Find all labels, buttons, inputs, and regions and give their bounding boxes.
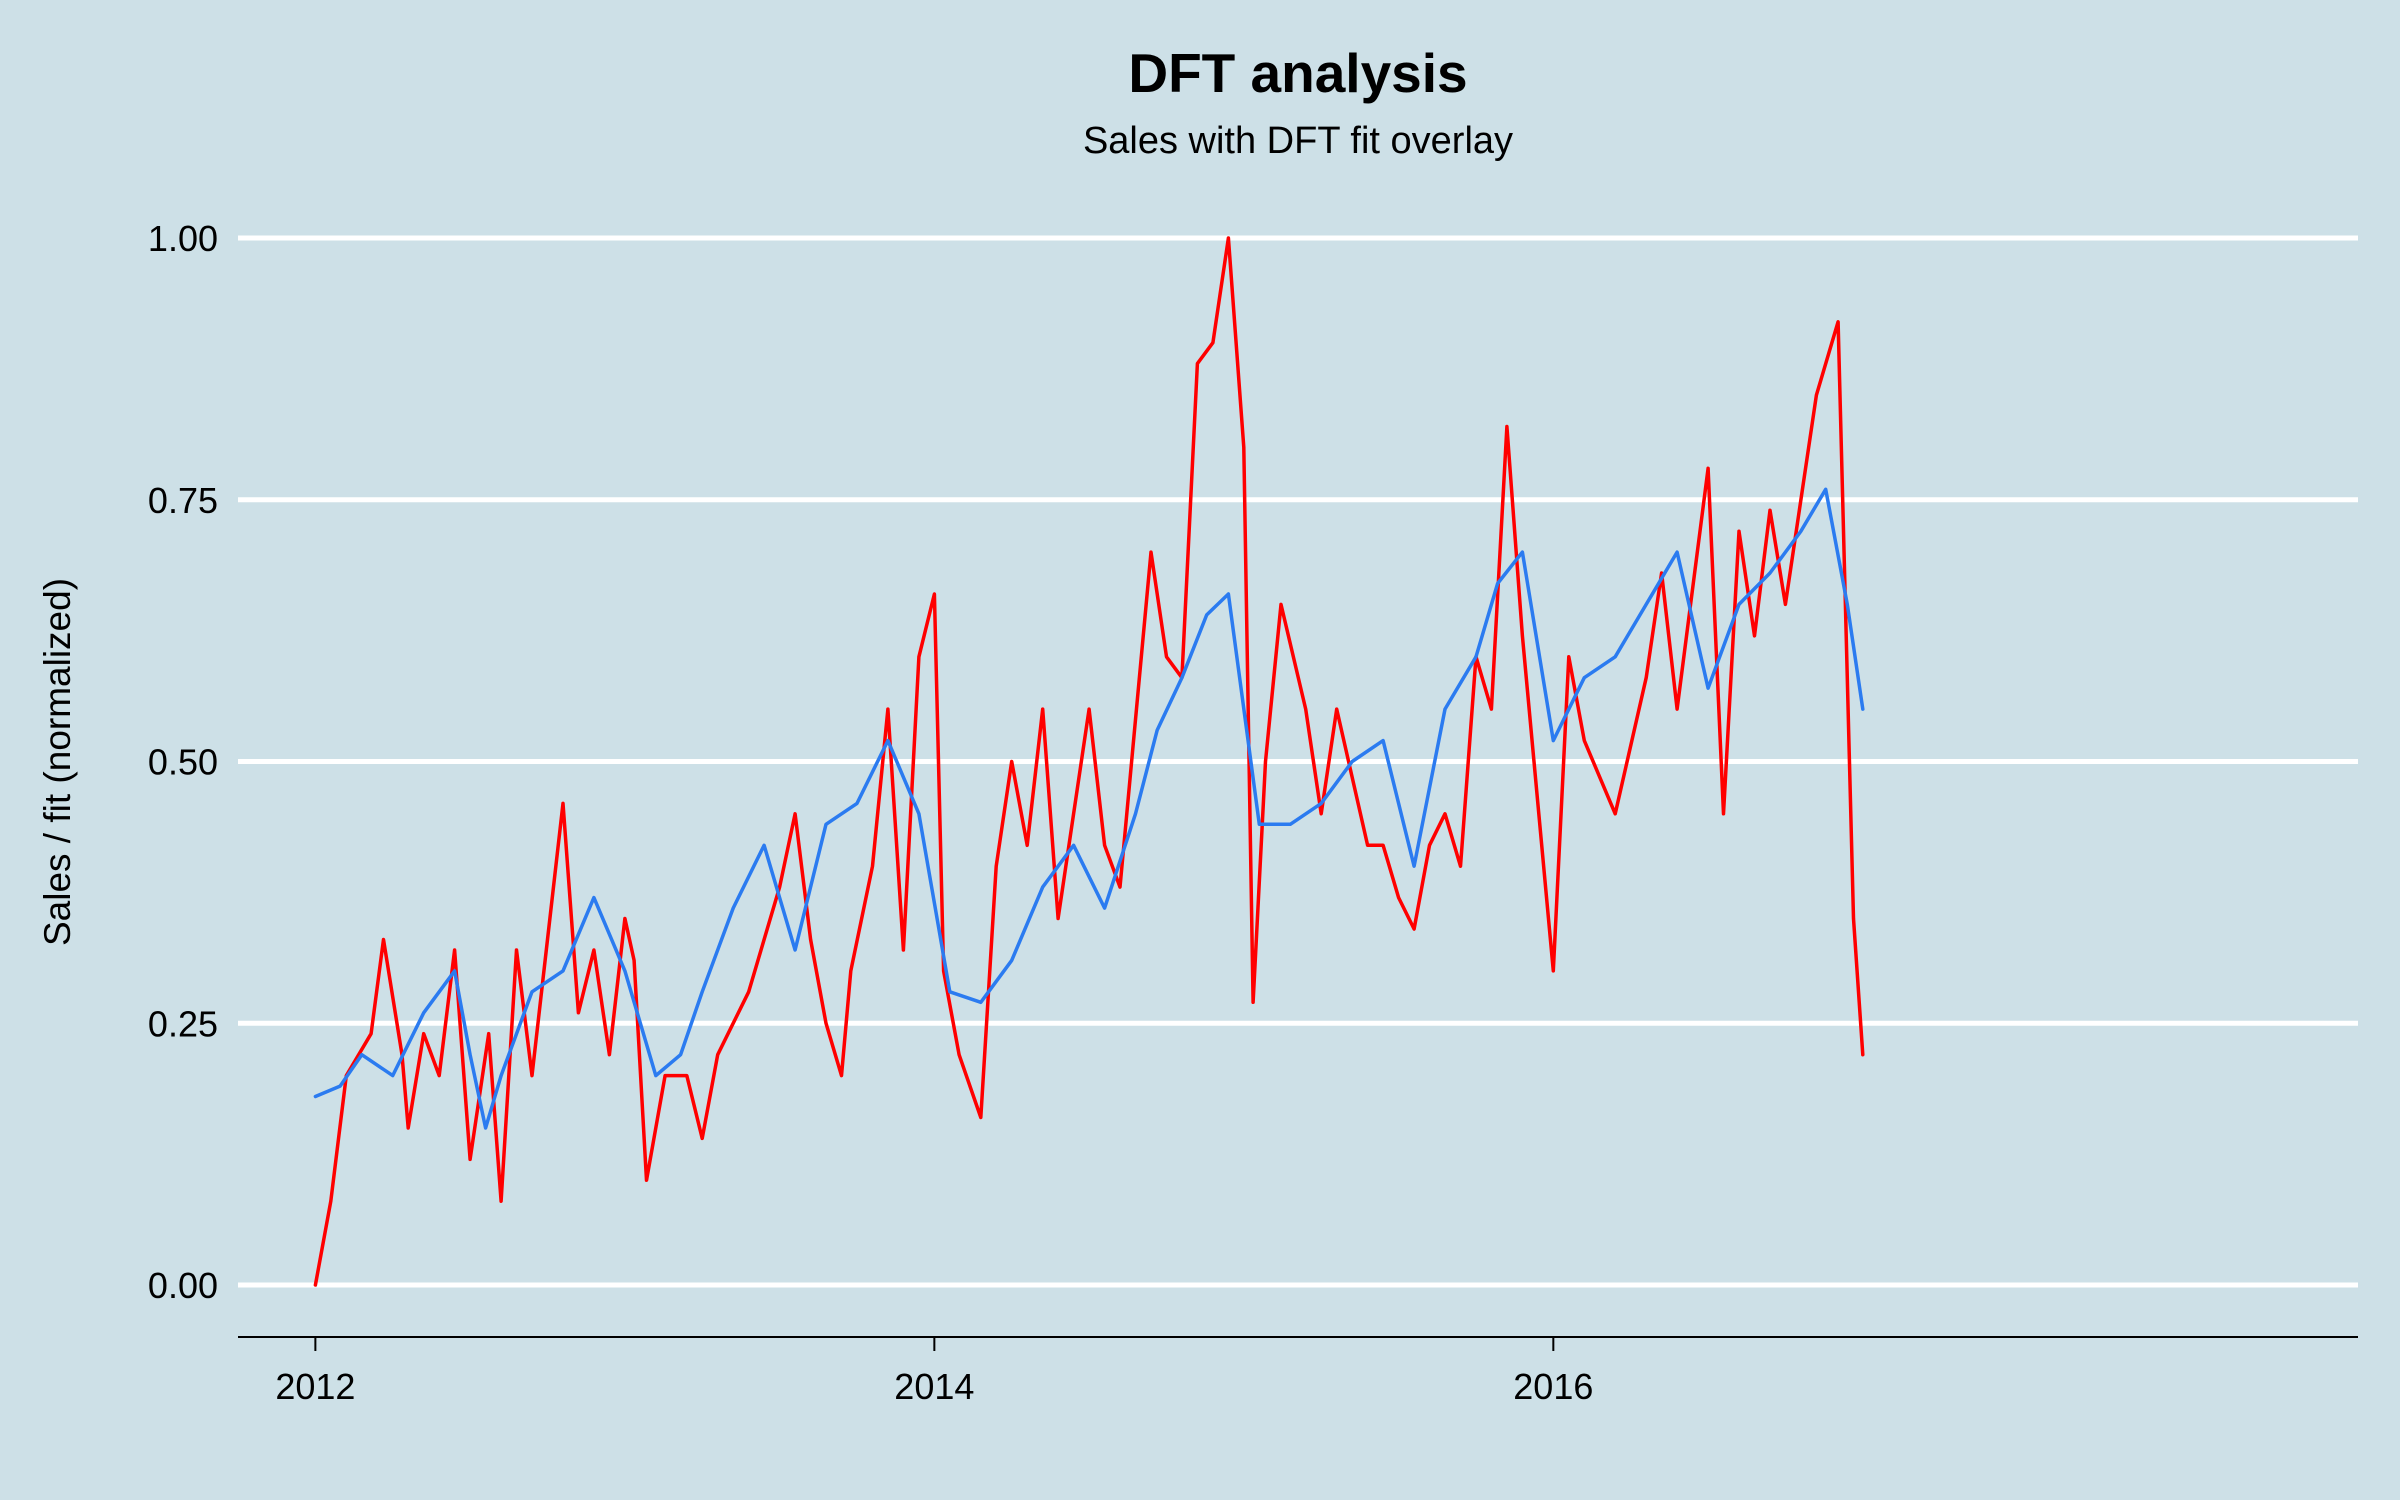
y-axis-label: Sales / fit (normalized)	[37, 578, 78, 946]
x-tick-label: 2016	[1513, 1366, 1593, 1407]
chart-title: DFT analysis	[1128, 42, 1467, 104]
plot-area	[313, 236, 1865, 1287]
y-tick-label: 0.25	[148, 1003, 218, 1044]
x-tick-label: 2014	[894, 1366, 974, 1407]
y-tick-label: 0.50	[148, 742, 218, 783]
gridlines	[238, 235, 2358, 1288]
series-line-sales	[313, 236, 1865, 1287]
y-tick-label: 0.00	[148, 1265, 218, 1306]
y-tick-label: 0.75	[148, 480, 218, 521]
y-axis: 0.00 0.25 0.50 0.75 1.00	[148, 218, 218, 1306]
y-tick-label: 1.00	[148, 218, 218, 259]
series-line-fit	[313, 487, 1865, 1130]
chart-subtitle: Sales with DFT fit overlay	[1083, 120, 1513, 162]
x-axis: 2012 2014 2016	[275, 1337, 1593, 1407]
x-tick-label: 2012	[275, 1366, 355, 1407]
